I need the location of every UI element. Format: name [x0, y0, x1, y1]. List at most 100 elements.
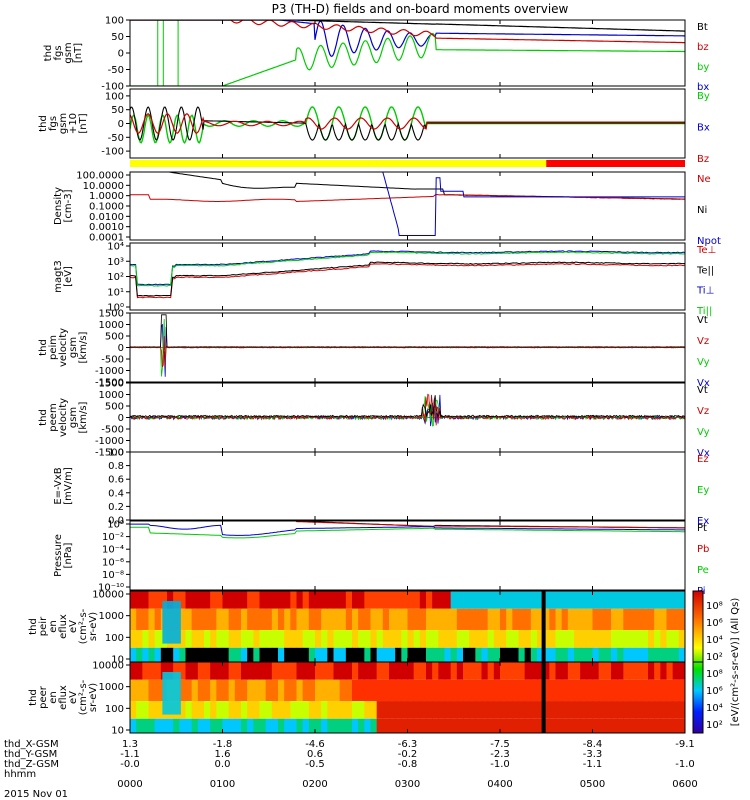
- spectrogram-cell: [419, 679, 427, 702]
- spectrogram-cell: [389, 630, 396, 648]
- y-tick-label: 0: [118, 49, 124, 60]
- npot-line: [382, 172, 685, 236]
- spectrogram-cell: [500, 701, 507, 719]
- spectrogram-cell: [475, 647, 483, 662]
- spectrogram-cell: [617, 701, 624, 719]
- spectrogram-cell: [432, 662, 439, 680]
- spectrogram-cell: [284, 591, 291, 609]
- spectrogram-cell: [247, 701, 254, 719]
- spectrogram-cell: [401, 591, 409, 609]
- spectrogram-cell: [136, 662, 143, 680]
- spectrogram-cell: [401, 608, 409, 631]
- spectrogram-cell: [315, 608, 322, 631]
- spectrogram-cell: [271, 608, 279, 631]
- spectrogram-cell: [500, 718, 507, 733]
- spectrogram-cell: [370, 679, 378, 702]
- panel-content: [130, 20, 685, 86]
- spectrogram-cell: [555, 630, 563, 648]
- y-axis-label: thd: [28, 689, 39, 706]
- spectrogram-cell: [419, 718, 427, 733]
- y-axis-label: peim: [48, 335, 59, 360]
- spectrogram-cell: [278, 701, 285, 719]
- spectrogram-cell: [222, 630, 230, 648]
- spectrogram-cell: [672, 679, 680, 702]
- spectrogram-cell: [506, 630, 513, 648]
- spectrogram-cell: [154, 647, 162, 662]
- spectrogram-cell: [648, 701, 655, 719]
- spectrogram-cell: [592, 701, 600, 719]
- y-tick-label: 0.6: [108, 475, 124, 486]
- x-row-value: -2.3: [490, 749, 510, 760]
- spectrogram-cell: [228, 647, 236, 662]
- spectrogram-cell: [444, 679, 452, 702]
- spectrogram-cell: [364, 630, 372, 648]
- spectrogram-cell: [345, 608, 353, 631]
- spectrogram-cell: [167, 591, 174, 609]
- spectrogram-cell: [617, 647, 624, 662]
- spectrogram-cell: [419, 630, 427, 648]
- spectrogram-cell: [463, 662, 470, 680]
- spectrogram-cell: [296, 662, 304, 680]
- spectrogram-cell: [382, 647, 390, 662]
- spectrogram-cell: [654, 608, 661, 631]
- y-axis-label: +10: [68, 113, 79, 134]
- spectrogram-cell: [395, 679, 402, 702]
- spectrogram-cell: [290, 647, 298, 662]
- spectrogram-cell: [382, 679, 390, 702]
- spectrogram-cell: [302, 701, 310, 719]
- spectrogram-cell: [530, 662, 538, 680]
- spectrogram-cell: [302, 608, 310, 631]
- y-tick-label: 0.0010: [89, 222, 124, 233]
- spectrogram-cell: [389, 701, 396, 719]
- y-tick-label: 100: [105, 633, 124, 644]
- spectrogram-cell: [500, 591, 507, 609]
- spectrogram-cell: [302, 662, 310, 680]
- spectrogram-cell: [333, 591, 341, 609]
- spectrogram-cell: [518, 630, 526, 648]
- spectrogram-cell: [481, 718, 489, 733]
- spectrogram-cell: [666, 701, 674, 719]
- spectrogram-cell: [253, 701, 261, 719]
- spectrogram-cell: [253, 662, 261, 680]
- spectrogram-cell: [654, 662, 661, 680]
- colorbar-tick-label: 10⁴: [706, 635, 723, 646]
- spectrogram-cell: [136, 679, 143, 702]
- spectrogram-cell: [413, 662, 421, 680]
- spectrogram-cell: [438, 679, 446, 702]
- spectrogram-cell: [222, 591, 230, 609]
- legend-Bt: Bt: [697, 22, 708, 33]
- panel-frame: [129, 451, 686, 521]
- velocity-line-Vz: [130, 336, 685, 368]
- spectrogram-cell: [444, 591, 452, 609]
- spectrogram-cell: [611, 608, 618, 631]
- spectrogram-cell: [432, 608, 439, 631]
- spectrogram-cell: [389, 608, 396, 631]
- spectrogram-cell: [678, 630, 685, 648]
- spectrogram-cell: [179, 662, 187, 680]
- spectrogram-cell: [327, 591, 335, 609]
- legend-Pe: Pe: [697, 565, 709, 576]
- spectrogram-cell: [475, 630, 483, 648]
- spectrogram-cell: [321, 647, 328, 662]
- mode-bar-segment: [546, 160, 685, 167]
- spectrogram-cell: [617, 591, 624, 609]
- spectrogram-cell: [302, 718, 310, 733]
- legend-Ey: Ey: [697, 485, 709, 496]
- spectrogram-cell: [543, 591, 550, 609]
- spectrogram-cell: [290, 591, 298, 609]
- spectrogram-cell: [592, 718, 600, 733]
- spectrogram-cell: [444, 608, 452, 631]
- y-tick-label: -500: [101, 355, 124, 366]
- spectrogram-cell: [352, 647, 359, 662]
- y-tick-label: 10: [111, 726, 124, 737]
- spectrogram-cell: [678, 718, 685, 733]
- spectrogram-cell: [672, 718, 680, 733]
- spectrogram-cell: [345, 647, 353, 662]
- spectrogram-cell: [370, 662, 378, 680]
- legend-Ex: Ex: [697, 516, 709, 527]
- spectrogram-cell: [672, 701, 680, 719]
- spectrogram-cell: [136, 701, 143, 719]
- spectrogram-cell: [666, 608, 674, 631]
- spectrogram-cell: [210, 701, 217, 719]
- spectrogram-cell: [222, 701, 230, 719]
